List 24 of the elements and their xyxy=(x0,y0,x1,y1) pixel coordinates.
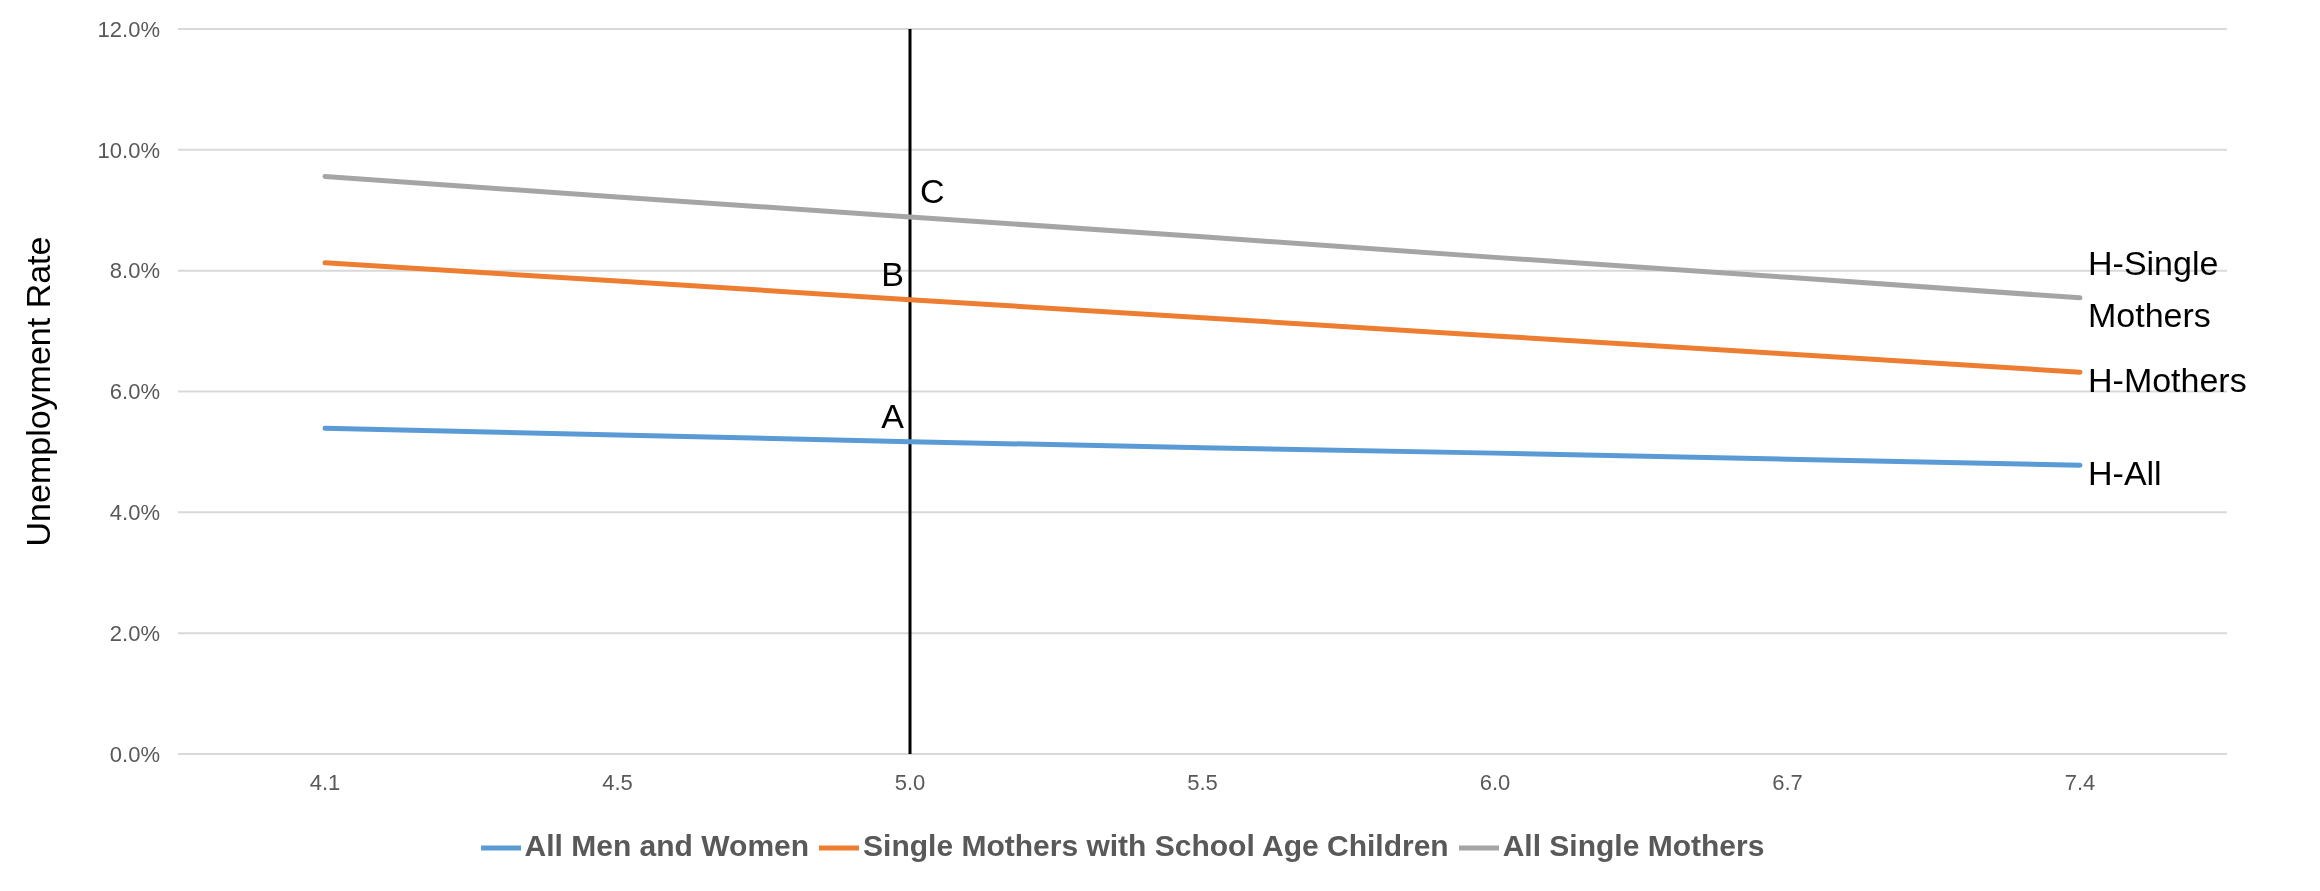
annotation: H-All xyxy=(2088,454,2162,493)
x-tick-label: 6.7 xyxy=(1772,769,1803,795)
annotation: H-Mothers xyxy=(2088,361,2247,400)
x-tick-label: 5.0 xyxy=(894,769,926,795)
x-tick-label: 4.1 xyxy=(309,769,341,795)
y-tick-label: 4.0% xyxy=(109,500,160,526)
y-tick-label: 0.0% xyxy=(109,741,160,767)
legend-label: All Single Mothers xyxy=(1502,828,1765,862)
x-tick-label: 6.0 xyxy=(1479,769,1511,795)
annotation: H-Single Mothers xyxy=(2088,243,2219,334)
y-tick-label: 12.0% xyxy=(97,16,160,42)
y-tick-label: 2.0% xyxy=(109,620,160,646)
y-tick-label: 6.0% xyxy=(109,379,160,405)
legend-label: All Men and Women xyxy=(524,828,810,862)
x-tick-label: 5.5 xyxy=(1187,769,1218,795)
annotation: C xyxy=(920,171,945,210)
annotation: B xyxy=(881,254,904,293)
y-tick-label: 10.0% xyxy=(97,137,160,163)
x-tick-label: 7.4 xyxy=(2064,769,2096,795)
annotation: A xyxy=(881,396,905,435)
y-axis-title: Unemployment Rate xyxy=(19,236,58,547)
y-tick-label: 8.0% xyxy=(109,258,160,284)
x-tick-label: 4.5 xyxy=(602,769,633,795)
legend-label: Single Mothers with School Age Children xyxy=(863,828,1449,862)
